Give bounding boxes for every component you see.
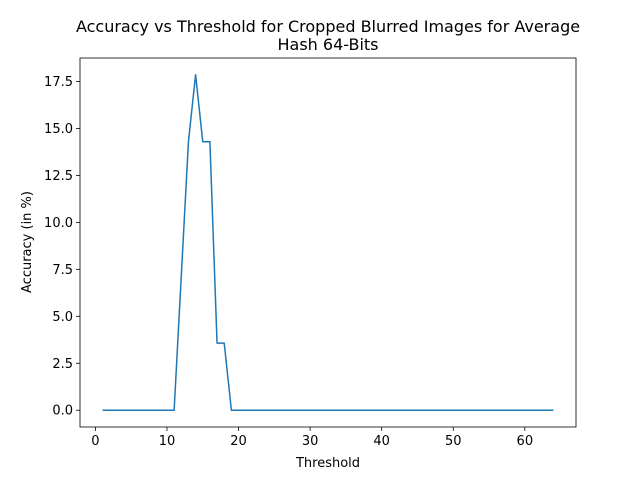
x-tick-label: 50 [445, 434, 462, 449]
x-axis-label: Threshold [295, 456, 360, 471]
chart-title-line1: Accuracy vs Threshold for Cropped Blurre… [76, 17, 580, 36]
x-tick-label: 40 [373, 434, 390, 449]
plot-area [80, 58, 576, 427]
x-tick-label: 10 [159, 434, 176, 449]
axis-ticks: 0 10 20 30 40 50 60 0.0 2.5 5.0 7.5 10.0 12.5 15.0 17.… [44, 75, 533, 449]
y-tick-label: 15.0 [44, 122, 73, 137]
y-tick-label: 5.0 [52, 310, 73, 325]
y-axis-label: Accuracy (in %) [20, 191, 35, 293]
x-tick-label: 0 [91, 434, 99, 449]
chart-title-line2: Hash 64-Bits [278, 35, 379, 54]
x-tick-label: 60 [517, 434, 534, 449]
x-tick-label: 20 [230, 434, 247, 449]
plot-frame [79, 57, 577, 428]
y-tick-label: 12.5 [44, 169, 73, 184]
y-tick-label: 2.5 [52, 357, 73, 372]
accuracy-series-line [102, 73, 554, 411]
y-tick-label: 7.5 [52, 263, 73, 278]
x-tick-label: 30 [302, 434, 319, 449]
y-tick-label: 17.5 [44, 75, 73, 90]
y-tick-label: 10.0 [44, 216, 73, 231]
y-tick-label: 0.0 [52, 404, 73, 419]
